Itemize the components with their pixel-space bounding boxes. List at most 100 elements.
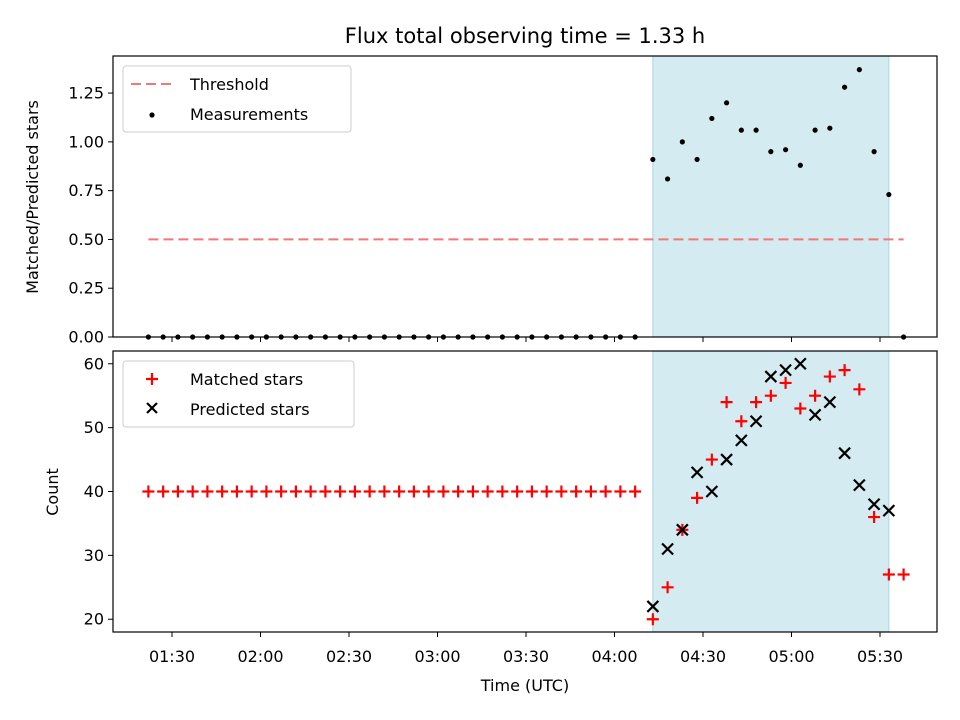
matched-star-point — [691, 491, 704, 504]
measurement-point — [753, 127, 759, 133]
bottom-y-tick-label: 20 — [84, 610, 104, 629]
legend-measurements-label: Measurements — [190, 105, 308, 124]
bottom-y-tick-label: 40 — [84, 482, 104, 501]
chart-title: Flux total observing time = 1.33 h — [345, 24, 705, 48]
matched-star-point — [584, 485, 597, 498]
matched-star-point — [422, 485, 435, 498]
matched-star-point — [304, 485, 317, 498]
measurement-point — [797, 162, 803, 168]
matched-star-point — [393, 485, 406, 498]
matched-star-point — [437, 485, 450, 498]
matched-star-point — [661, 581, 674, 594]
x-tick-label: 03:00 — [414, 647, 460, 666]
matched-star-point — [735, 415, 748, 428]
top-panel: 0.00 0.25 0.50 0.75 1.00 1.25 Matched/Predict… — [23, 55, 938, 347]
predicted-star-point — [823, 395, 837, 409]
legend-measurements-swatch — [149, 112, 155, 118]
x-axis-label: Time (UTC) — [480, 676, 569, 695]
matched-star-point — [764, 389, 777, 402]
matched-star-point — [466, 485, 479, 498]
top-highlight-span — [652, 55, 890, 338]
matched-star-point — [245, 485, 258, 498]
bottom-legend: Matched stars Predicted stars — [122, 360, 355, 428]
matched-star-point — [348, 485, 361, 498]
measurement-point — [812, 127, 818, 133]
bottom-legend-box — [122, 360, 355, 428]
legend-matched-label: Matched stars — [190, 370, 303, 389]
measurement-point — [768, 149, 774, 155]
measurement-point — [738, 127, 744, 133]
bottom-y-tick-label: 50 — [84, 418, 104, 437]
measurement-point — [709, 115, 715, 122]
x-tick-label: 04:00 — [591, 647, 637, 666]
top-y-tick-label: 0.50 — [68, 230, 104, 249]
measurement-points — [145, 67, 907, 340]
matched-star-point — [363, 485, 376, 498]
bottom-panel: 20 30 40 50 60 01:30 02:00 02:30 03:00 03:30 04:0… — [43, 350, 938, 695]
matched-star-point — [407, 485, 420, 498]
top-x-ticks — [171, 337, 881, 342]
predicted-star-point — [794, 357, 807, 371]
measurement-point — [856, 67, 862, 73]
matched-star-point — [897, 568, 910, 581]
predicted-star-point — [853, 478, 866, 492]
top-y-axis: 0.00 0.25 0.50 0.75 1.00 1.25 — [68, 84, 113, 347]
matched-star-point — [275, 485, 288, 498]
measurement-point — [694, 156, 700, 163]
measurement-point — [827, 125, 833, 131]
matched-star-point — [186, 485, 199, 498]
matched-star-point — [511, 485, 524, 498]
matched-star-point — [629, 485, 642, 498]
matched-star-point — [481, 485, 494, 498]
x-tick-label: 03:30 — [503, 647, 549, 666]
bottom-y-tick-label: 60 — [84, 354, 104, 373]
matched-star-point — [570, 485, 583, 498]
top-y-tick-label: 0.75 — [68, 181, 104, 200]
predicted-star-point — [676, 523, 689, 537]
predicted-star-point — [867, 497, 881, 511]
x-tick-label: 05:00 — [768, 647, 814, 666]
measurement-point — [650, 156, 656, 163]
bottom-plot-frame — [112, 350, 938, 633]
bottom-y-tick-label: 30 — [84, 546, 104, 565]
predicted-star-point — [646, 600, 660, 613]
matched-star-point — [794, 402, 807, 415]
predicted-star-point — [720, 453, 733, 466]
x-tick-label: 05:30 — [857, 647, 903, 666]
predicted-star-point — [690, 466, 704, 479]
matched-star-point — [705, 453, 718, 466]
matched-star-point — [779, 376, 792, 389]
measurement-point — [724, 100, 730, 106]
bottom-x-axis: 01:30 02:00 02:30 03:00 03:30 04:00 04:30 05:00… — [149, 632, 903, 666]
matched-star-point — [525, 485, 538, 498]
predicted-star-point — [705, 485, 719, 498]
predicted-star-point — [749, 414, 763, 428]
matched-star-point — [289, 485, 302, 498]
measurement-point — [679, 139, 685, 145]
predicted-star-point — [808, 408, 822, 422]
matched-star-point — [334, 485, 347, 498]
predicted-star-point — [735, 434, 748, 447]
top-y-axis-label: Matched/Predicted stars — [23, 100, 42, 294]
matched-star-point — [157, 485, 170, 498]
predicted-star-point — [764, 370, 778, 383]
top-legend: Threshold Measurements — [122, 65, 352, 133]
x-tick-label: 01:30 — [149, 647, 195, 666]
bottom-y-axis-label: Count — [43, 468, 62, 516]
matched-star-point — [142, 485, 155, 498]
bottom-y-axis: 20 30 40 50 60 — [84, 354, 113, 629]
matched-star-point — [823, 370, 836, 383]
matched-star-point — [750, 396, 763, 409]
matched-star-point — [720, 396, 733, 409]
top-y-tick-label: 1.00 — [68, 132, 104, 151]
predicted-stars-points — [646, 357, 896, 613]
x-tick-label: 02:00 — [237, 647, 283, 666]
matched-star-point — [646, 613, 659, 626]
measurement-point — [871, 149, 877, 155]
matched-star-point — [230, 485, 243, 498]
top-legend-box — [122, 65, 352, 133]
x-tick-label: 02:30 — [326, 647, 372, 666]
matched-star-point — [868, 511, 881, 524]
matched-star-point — [201, 485, 214, 498]
